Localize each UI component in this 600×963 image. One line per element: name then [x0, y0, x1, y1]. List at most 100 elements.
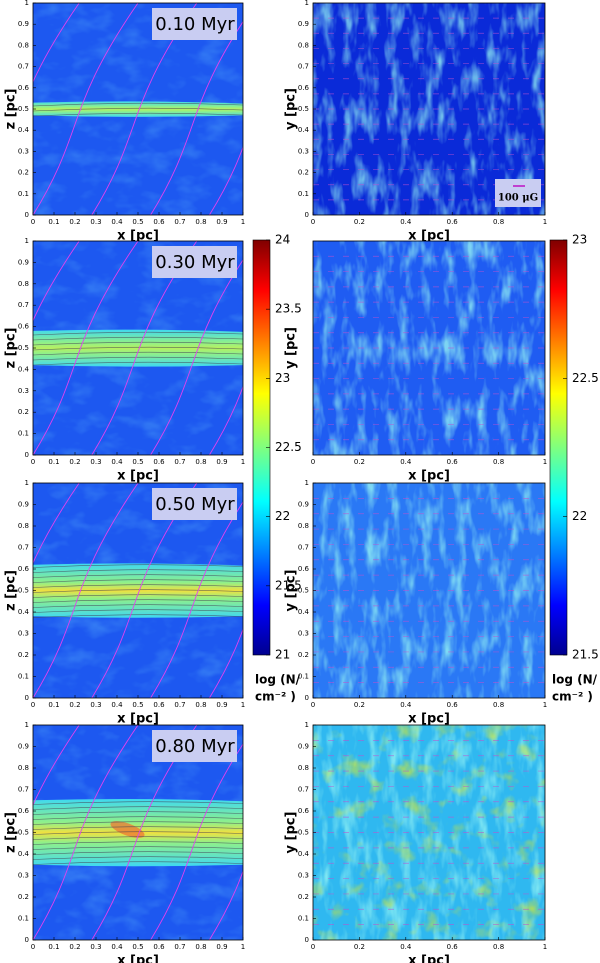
- x-tick-label: 0.2: [69, 943, 80, 951]
- y-tick-label: 0.5: [298, 587, 309, 595]
- colorbar: [549, 239, 568, 656]
- x-tick-label: 0.2: [69, 701, 80, 709]
- y-tick-label: 0.9: [18, 743, 29, 751]
- x-tick-label: 0.7: [174, 218, 185, 226]
- time-label-box: [152, 8, 237, 40]
- colorbar-label: log (N/: [552, 673, 598, 687]
- field-line: [33, 241, 80, 322]
- x-tick-label: 0: [31, 701, 35, 709]
- y-tick-label: 0.1: [18, 190, 29, 198]
- field-line: [209, 870, 243, 940]
- y-tick-label: 0.7: [298, 544, 309, 552]
- x-tick-label: 1: [543, 701, 547, 709]
- colorbar-tick-label: 21.5: [275, 578, 302, 592]
- y-tick-label: 0.1: [18, 673, 29, 681]
- x-tick-label: 0: [311, 701, 315, 709]
- colorbar-label: log (N/: [255, 673, 301, 687]
- field-line: [150, 501, 243, 698]
- field-line: [33, 361, 243, 366]
- x-tick-label: 0.6: [153, 701, 165, 709]
- y-tick-label: 0.4: [18, 365, 30, 373]
- y-tick-label: 0: [25, 694, 29, 702]
- x-tick-label: 0.3: [90, 701, 101, 709]
- field-line: [33, 579, 243, 583]
- y-tick-label: 0: [25, 451, 29, 459]
- x-tick-label: 0.4: [400, 701, 412, 709]
- time-label: 0.30 Myr: [155, 252, 235, 273]
- x-tick-label: 0.8: [493, 701, 504, 709]
- y-tick-label: 0.6: [18, 84, 30, 92]
- y-tick-label: 0.1: [298, 673, 309, 681]
- x-tick-label: 0.2: [354, 218, 365, 226]
- field-line: [33, 102, 243, 107]
- x-tick-label: 0.6: [153, 458, 165, 466]
- x-tick-label: 0.9: [216, 458, 227, 466]
- x-axis-label: x [pc]: [408, 712, 450, 727]
- x-tick-label: 0.8: [493, 218, 504, 226]
- y-tick-label: 1: [25, 721, 29, 729]
- y-tick-label: 0.3: [18, 872, 29, 880]
- y-axis-label: y [pc]: [284, 327, 299, 369]
- y-tick-label: 0.5: [18, 587, 29, 595]
- y-tick-label: 0.1: [298, 190, 309, 198]
- field-line: [150, 743, 243, 940]
- y-tick-label: 0.7: [298, 786, 309, 794]
- x-axis-label: x [pc]: [408, 469, 450, 484]
- y-tick-label: 0: [25, 936, 29, 944]
- field-line: [209, 146, 243, 215]
- x-tick-label: 0.5: [132, 943, 143, 951]
- y-tick-label: 0.1: [18, 430, 29, 438]
- colorbar-label: cm⁻² ): [552, 690, 593, 704]
- x-axis-label: x [pc]: [117, 954, 159, 963]
- x-tick-label: 0.4: [111, 218, 123, 226]
- y-tick-label: 0.4: [18, 850, 30, 858]
- colorbar-tick-label: 22: [275, 509, 290, 523]
- y-tick-label: 0.6: [18, 807, 30, 815]
- y-tick-label: 0.7: [298, 63, 309, 71]
- y-tick-label: 1: [305, 0, 309, 7]
- field-line: [33, 564, 243, 568]
- x-tick-label: 0.7: [174, 458, 185, 466]
- x-tick-label: 0.4: [400, 218, 412, 226]
- x-tick-label: 0.2: [69, 458, 80, 466]
- x-tick-label: 0.9: [216, 943, 227, 951]
- y-tick-label: 0.2: [298, 893, 309, 901]
- x-tick-label: 1: [543, 458, 547, 466]
- y-tick-label: 0.3: [18, 387, 29, 395]
- y-tick-label: 0.8: [298, 764, 309, 772]
- x-tick-label: 0.7: [174, 701, 185, 709]
- x-tick-label: 1: [241, 943, 245, 951]
- field-line: [33, 816, 243, 820]
- x-tick-label: 0: [311, 458, 315, 466]
- x-tick-label: 0.1: [48, 218, 59, 226]
- x-tick-label: 0.8: [195, 458, 206, 466]
- x-tick-label: 0.2: [354, 458, 365, 466]
- x-tick-label: 0.9: [216, 218, 227, 226]
- field-line: [33, 346, 243, 351]
- x-tick-label: 0.8: [195, 701, 206, 709]
- time-label: 0.10 Myr: [155, 14, 235, 35]
- x-tick-label: 0.6: [153, 218, 165, 226]
- field-line: [33, 856, 243, 860]
- y-tick-label: 0.9: [298, 743, 309, 751]
- field-line: [33, 604, 243, 608]
- field-line: [91, 483, 198, 698]
- x-tick-label: 0.3: [90, 943, 101, 951]
- y-tick-label: 0: [25, 211, 29, 219]
- y-tick-label: 0.7: [18, 301, 29, 309]
- x-tick-label: 0.4: [111, 701, 123, 709]
- x-tick-label: 0.8: [493, 458, 504, 466]
- field-line: [209, 628, 243, 698]
- colorbar-tick-label: 23: [572, 233, 587, 247]
- y-tick-label: 0.2: [18, 408, 29, 416]
- texture-hot: [313, 725, 545, 940]
- x-tick-label: 0: [31, 943, 35, 951]
- y-tick-label: 0.7: [18, 63, 29, 71]
- x-axis-label: x [pc]: [117, 712, 159, 727]
- field-line: [33, 725, 139, 940]
- field-line: [33, 3, 139, 215]
- y-tick-label: 0.8: [298, 41, 309, 49]
- y-tick-label: 0.7: [18, 786, 29, 794]
- y-tick-label: 0.9: [18, 20, 29, 28]
